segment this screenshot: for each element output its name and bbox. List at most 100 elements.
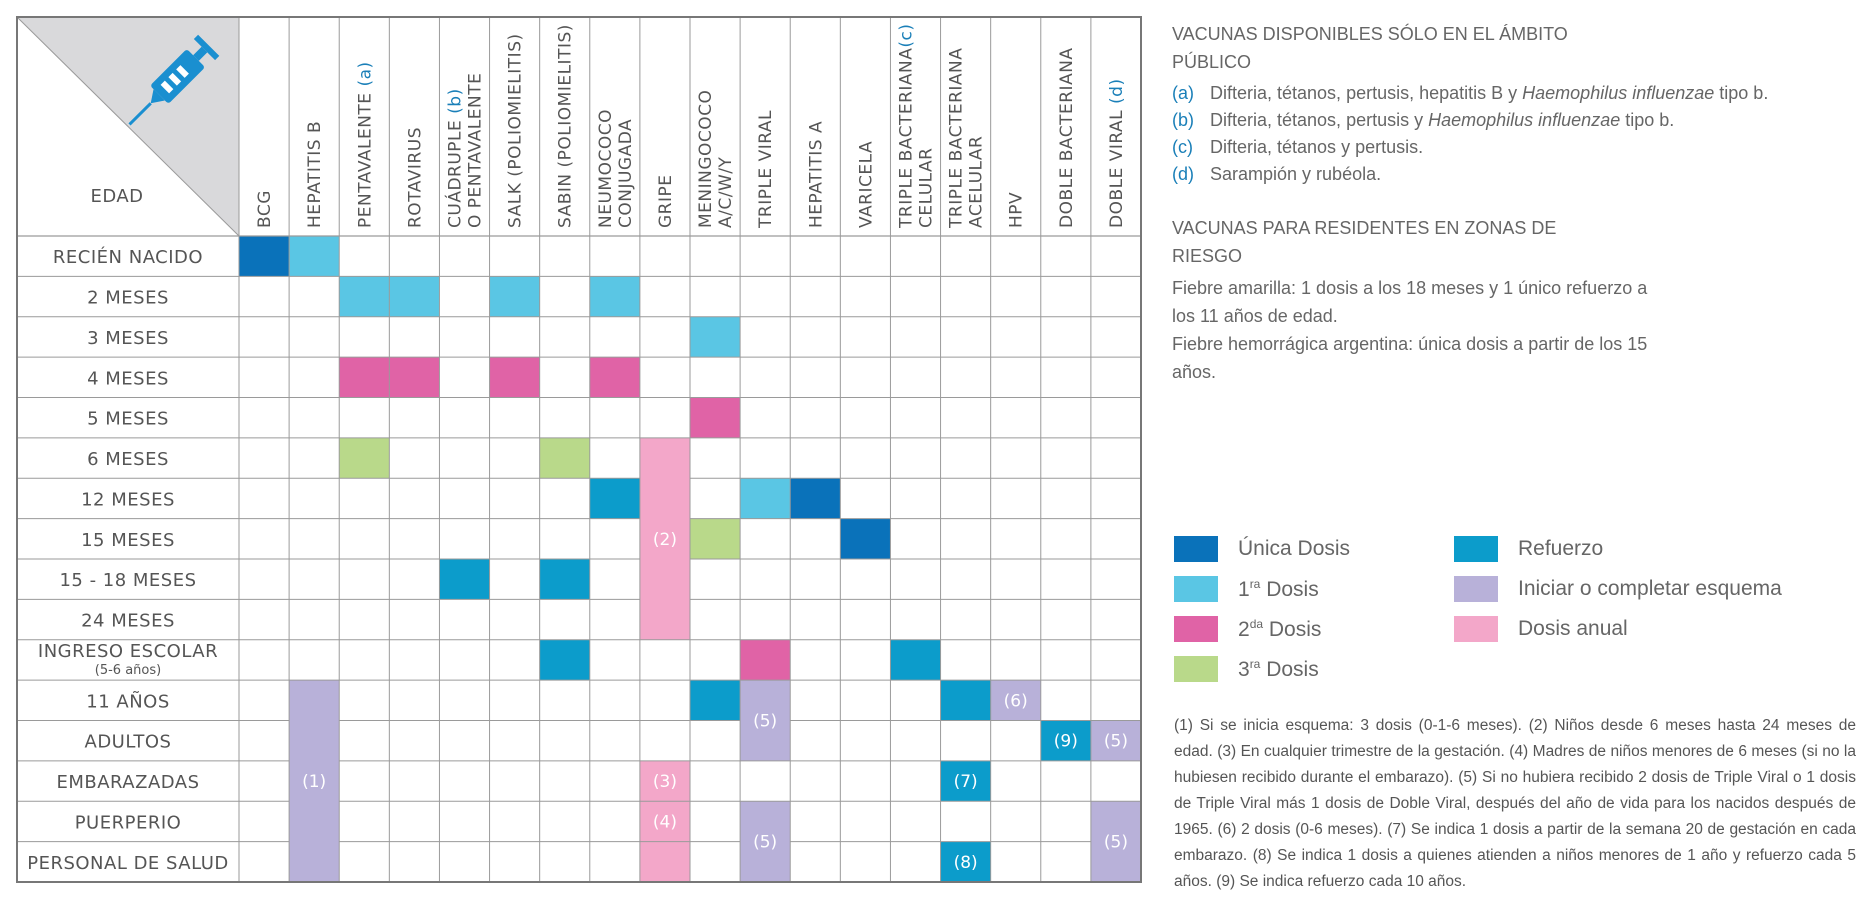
legend-item-refuerzo: Refuerzo bbox=[1454, 536, 1603, 562]
risk-argentine-fever: Fiebre hemorrágica argentina: única dosi… bbox=[1172, 334, 1648, 382]
dose-cell-rota-1 bbox=[389, 276, 440, 317]
dose-cell-gripe-14 bbox=[639, 801, 690, 842]
dose-cell-note: (5) bbox=[1104, 732, 1128, 752]
edad-label: EDAD bbox=[90, 186, 143, 207]
dose-cell-neumo-6 bbox=[589, 478, 640, 519]
row-label: EMBARAZADAS bbox=[56, 772, 199, 793]
swatch-primera bbox=[1174, 576, 1218, 602]
dose-cell-note: (4) bbox=[653, 812, 677, 832]
note-item-c: (c) Difteria, tétanos y pertusis. bbox=[1172, 137, 1424, 157]
column-header-gripe: GRIPE bbox=[656, 175, 676, 229]
dose-cell-hepb-0 bbox=[289, 236, 340, 277]
dose-cell-tviral-6 bbox=[740, 478, 791, 519]
dose-cell-menin-7 bbox=[690, 518, 741, 559]
grid-lines bbox=[16, 16, 1142, 883]
row-label: ADULTOS bbox=[85, 732, 172, 753]
dose-cell-sabin-8 bbox=[539, 559, 590, 600]
dose-cell-penta-3 bbox=[339, 357, 390, 398]
swatch-refuerzo bbox=[1454, 536, 1498, 562]
column-header-cuad: O PENTAVALENTE bbox=[466, 73, 486, 228]
dose-cell-dviral-14 bbox=[1090, 801, 1141, 882]
column-header-hepb: HEPATITIS B bbox=[305, 121, 325, 228]
dose-cell-note: (5) bbox=[1104, 833, 1128, 853]
dose-cell-menin-2 bbox=[690, 316, 741, 358]
column-header-neumo: NEUMOCOCO bbox=[596, 109, 616, 228]
dose-cell-menin-4 bbox=[690, 397, 741, 438]
dose-cell-note: (1) bbox=[302, 772, 326, 792]
legend-item-iniciar: Iniciar o completar esquema bbox=[1454, 576, 1782, 602]
dose-cell-sabin-5 bbox=[539, 437, 590, 479]
row-label: PUERPERIO bbox=[75, 812, 182, 833]
public-vaccines-list: (a) Difteria, tétanos, pertusis, hepatit… bbox=[1172, 80, 1862, 188]
note-item-d: (d) Sarampión y rubéola. bbox=[1172, 164, 1382, 184]
legend-item-unica: Única Dosis bbox=[1174, 536, 1350, 562]
column-header-tbc: CELULAR bbox=[917, 148, 937, 228]
dose-cell-gripe-5 bbox=[639, 437, 690, 640]
column-header-penta: PENTAVALENTE (a) bbox=[355, 61, 375, 228]
row-label: PERSONAL DE SALUD bbox=[27, 853, 229, 874]
column-header-sabin: SABIN (POLIOMIELITIS) bbox=[556, 24, 576, 228]
note-item-b: (b) Difteria, tétanos, pertusis y Haemop… bbox=[1172, 110, 1675, 130]
column-header-menin: MENINGOCOCO bbox=[696, 90, 716, 228]
dose-cell-penta-1 bbox=[339, 276, 390, 317]
dose-cell-note: (5) bbox=[753, 712, 777, 732]
dose-cell-dbact-12 bbox=[1040, 720, 1091, 761]
legend-item-tercera: 3ra Dosis bbox=[1174, 656, 1319, 682]
swatch-anual bbox=[1454, 616, 1498, 642]
swatch-unica bbox=[1174, 536, 1218, 562]
dose-cell-gripe-15 bbox=[639, 841, 690, 882]
row-label: 5 MESES bbox=[87, 409, 169, 430]
dose-cell-salk-1 bbox=[489, 276, 540, 317]
note-item-a: (a) Difteria, tétanos, pertusis, hepatit… bbox=[1172, 83, 1769, 103]
dose-cell-note: (8) bbox=[954, 853, 978, 873]
dose-cell-gripe-13 bbox=[639, 760, 690, 802]
dose-cell-note: (7) bbox=[954, 772, 978, 792]
risk-yellow-fever: Fiebre amarilla: 1 dosis a los 18 meses … bbox=[1172, 278, 1648, 326]
column-header-salk: SALK (POLIOMIELITIS) bbox=[506, 33, 526, 228]
column-header-menin: A/C/W/Y bbox=[716, 157, 736, 228]
row-label: 11 AÑOS bbox=[86, 690, 170, 712]
dose-cell-dviral-12 bbox=[1090, 720, 1141, 761]
row-label: 2 MESES bbox=[87, 288, 169, 309]
dose-cell-note: (3) bbox=[653, 772, 677, 792]
risk-zone-section: VACUNAS PARA RESIDENTES EN ZONAS DE RIES… bbox=[1172, 214, 1862, 386]
swatch-tercera bbox=[1174, 656, 1218, 682]
swatch-iniciar bbox=[1454, 576, 1498, 602]
column-header-tbc: TRIPLE BACTERIANA(c) bbox=[897, 24, 917, 230]
dose-cell-salk-3 bbox=[489, 357, 540, 398]
column-header-hepa: HEPATITIS A bbox=[806, 121, 826, 228]
row-label: 4 MESES bbox=[87, 368, 169, 389]
row-label: 15 - 18 MESES bbox=[59, 570, 196, 591]
legend-item-primera: 1ra Dosis bbox=[1174, 576, 1319, 602]
dose-cell-tba-11 bbox=[940, 680, 991, 721]
dose-cell-menin-11 bbox=[690, 680, 741, 721]
row-label: RECIÉN NACIDO bbox=[53, 246, 203, 268]
row-label: INGRESO ESCOLAR bbox=[38, 641, 218, 662]
notes-panel: VACUNAS DISPONIBLES SÓLO EN EL ÁMBITO PÚ… bbox=[1172, 20, 1862, 386]
dose-cell-tviral-10 bbox=[740, 639, 791, 681]
column-header-tba: ACELULAR bbox=[967, 136, 987, 228]
row-label: 3 MESES bbox=[87, 328, 169, 349]
column-header-vari: VARICELA bbox=[856, 141, 876, 228]
public-vaccines-title: VACUNAS DISPONIBLES SÓLO EN EL ÁMBITO PÚ… bbox=[1172, 24, 1568, 72]
dose-cell-cuad-8 bbox=[439, 559, 490, 600]
legend-item-anual: Dosis anual bbox=[1454, 616, 1628, 642]
footnotes: (1) Si se inicia esquema: 3 dosis (0-1-6… bbox=[1174, 717, 1856, 890]
column-header-tviral: TRIPLE VIRAL bbox=[756, 110, 776, 229]
dose-cell-neumo-1 bbox=[589, 276, 640, 317]
dose-cell-tba-15 bbox=[940, 841, 991, 882]
dose-cell-tba-13 bbox=[940, 760, 991, 802]
swatch-segunda bbox=[1174, 616, 1218, 642]
column-header-neumo: CONJUGADA bbox=[616, 119, 636, 228]
dose-cell-tbc-10 bbox=[890, 639, 941, 681]
column-header-tba: TRIPLE BACTERIANA bbox=[947, 48, 967, 229]
dose-cell-sabin-10 bbox=[539, 639, 590, 681]
dose-cell-hepa-6 bbox=[790, 478, 841, 519]
column-header-dviral: DOBLE VIRAL (d) bbox=[1107, 78, 1127, 228]
vaccination-schedule-table: (2) (1) (5) (6) (9) (5) (3) (7) (4) (5) (5) (8) EDAD… bbox=[16, 16, 1142, 883]
dose-cell-hpv-11 bbox=[990, 680, 1041, 721]
dose-cell-bcg-0 bbox=[239, 236, 290, 277]
column-header-cuad: CUÁDRUPLE (b) bbox=[444, 88, 466, 228]
legend-item-segunda: 2da Dosis bbox=[1174, 616, 1321, 642]
legend: Única Dosis 1ra Dosis 2da Dosis 3ra Dosi… bbox=[1174, 536, 1834, 696]
